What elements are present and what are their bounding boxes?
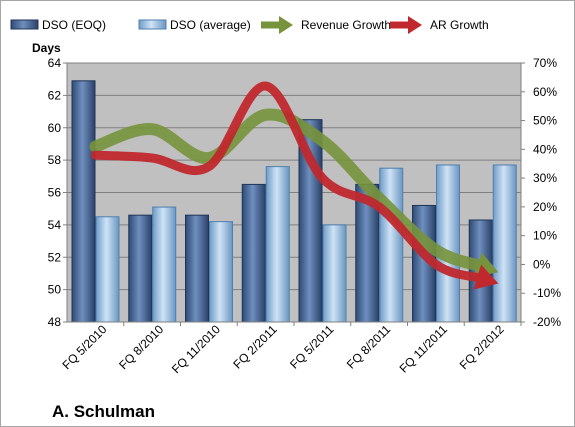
legend-arrowhead (408, 16, 422, 34)
y-tick-label: 50 (48, 283, 62, 297)
y2-tick-label: 70% (533, 56, 557, 70)
legend-label: DSO (average) (170, 18, 251, 32)
legend-arrowhead (279, 16, 293, 34)
legend-label: DSO (EOQ) (42, 18, 106, 32)
y2-tick-label: 40% (533, 142, 557, 156)
x-tick-label: FQ 11/2011 (397, 322, 451, 376)
bar-dso-eoq (241, 183, 266, 323)
bars (71, 80, 517, 323)
legend-label: Revenue Growth (301, 18, 391, 32)
y-tick-label: 52 (48, 250, 62, 264)
y-tick-label: 58 (48, 153, 62, 167)
y2-tick-label: 30% (533, 171, 557, 185)
y2-tick-label: 60% (533, 85, 557, 99)
bar-dso-average (379, 167, 404, 323)
y2-tick-label: -10% (533, 286, 561, 300)
bar-dso-average (95, 216, 120, 323)
x-tick-label: FQ 2/2011 (230, 322, 280, 372)
x-tick-label: FQ 2/2012 (457, 322, 507, 372)
legend-swatch-dso-eoq (10, 19, 39, 30)
company-name: A. Schulman (52, 402, 155, 421)
bar-dso-average (322, 224, 347, 323)
legend: DSO (EOQ) DSO (average) Revenue Growth AR G… (10, 16, 489, 34)
y-tick-label: 62 (48, 88, 62, 102)
x-tick-label: FQ 11/2010 (169, 322, 223, 376)
bar-dso-average (152, 206, 177, 323)
y-tick-label: 60 (48, 121, 62, 135)
y-axis-title: Days (32, 41, 61, 55)
y2-tick-label: 0% (533, 257, 551, 271)
x-tick-label: FQ 8/2011 (344, 322, 394, 372)
y-tick-label: 48 (48, 315, 62, 329)
bar-dso-average (436, 164, 460, 323)
bar-dso-average (492, 164, 517, 323)
trend-lines (89, 81, 499, 290)
y2-tick-label: 20% (533, 200, 557, 214)
x-tick-label: FQ 5/2010 (60, 322, 110, 372)
x-tick-label: FQ 5/2011 (287, 322, 337, 372)
y-tick-label: 56 (48, 186, 62, 200)
legend-swatch-dso-average (138, 19, 167, 30)
bar-dso-average (209, 221, 233, 323)
bar-dso-eoq (128, 214, 153, 323)
bar-dso-eoq (185, 214, 209, 323)
y-tick-label: 54 (48, 218, 62, 232)
y2-tick-label: 10% (533, 229, 557, 243)
bar-dso-eoq (71, 80, 96, 323)
ar-growth-line-arrowhead (473, 264, 499, 290)
y2-tick-label: -20% (533, 315, 561, 329)
ar-growth-line (90, 81, 486, 283)
y2-tick-label: 50% (533, 114, 557, 128)
x-tick-label: FQ 8/2010 (116, 322, 166, 372)
y-tick-label: 64 (48, 56, 62, 70)
legend-label: AR Growth (430, 18, 489, 32)
bar-dso-average (265, 166, 290, 323)
